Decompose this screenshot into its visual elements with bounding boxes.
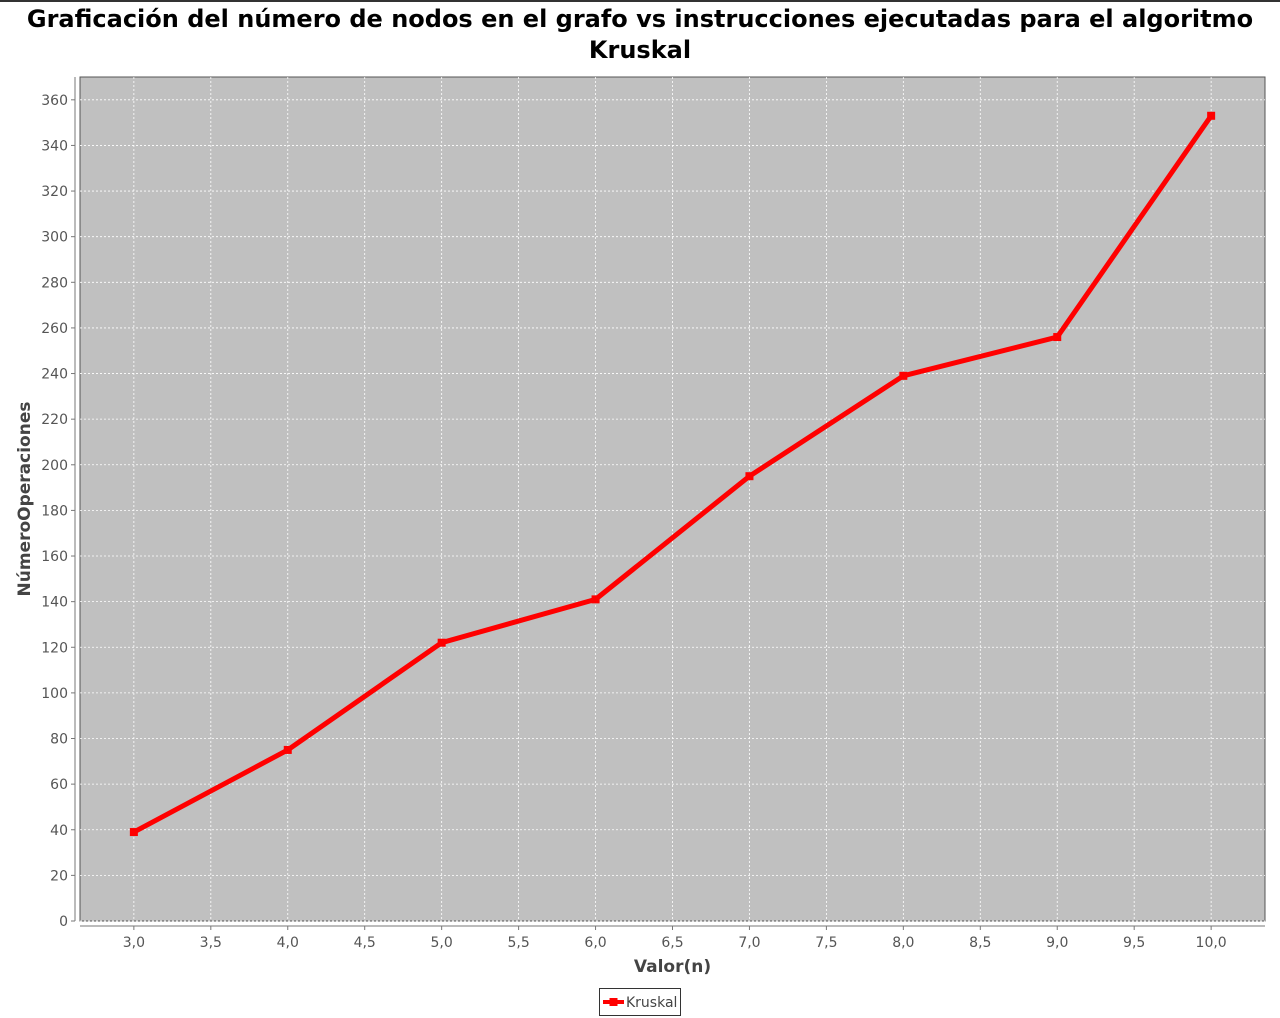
y-tick-label: 140 xyxy=(41,595,68,611)
y-tick-label: 180 xyxy=(41,503,68,519)
series-line-kruskal xyxy=(131,113,1214,835)
y-tick-label: 60 xyxy=(50,777,68,793)
data-point xyxy=(437,638,446,647)
x-tick-label: 6,0 xyxy=(584,935,606,951)
y-tick-label: 240 xyxy=(41,367,68,383)
data-point xyxy=(1207,111,1216,120)
y-tick-label: 220 xyxy=(41,412,68,428)
y-tick-label: 160 xyxy=(41,549,68,565)
y-tick-label: 280 xyxy=(41,275,68,291)
y-tick-label: 100 xyxy=(41,686,68,702)
x-tick-label: 5,0 xyxy=(431,935,453,951)
chart-title-line-2: Kruskal xyxy=(588,36,692,64)
x-tick-label: 9,5 xyxy=(1123,935,1145,951)
top-border-line xyxy=(0,0,1280,2)
legend-marker-swatch xyxy=(609,998,618,1006)
data-point xyxy=(899,371,908,380)
y-tick-label: 20 xyxy=(50,868,68,884)
y-tick-label: 120 xyxy=(41,640,68,656)
x-tick-label: 4,5 xyxy=(354,935,376,951)
y-tick-label: 40 xyxy=(50,823,68,839)
legend-label-kruskal: Kruskal xyxy=(626,995,677,1011)
y-tick-label: 0 xyxy=(59,914,68,930)
x-tick-label: 5,5 xyxy=(507,935,529,951)
series-lines xyxy=(129,111,1216,837)
x-tick-label: 7,5 xyxy=(815,935,837,951)
data-point xyxy=(129,828,138,837)
x-tick-label: 10,0 xyxy=(1196,935,1227,951)
x-tick-label: 9,0 xyxy=(1046,935,1068,951)
x-tick-label: 3,5 xyxy=(200,935,222,951)
tick-labels: 0 20 40 60 80 100 120 140 160 180 200 220 240 260 280 3… xyxy=(41,93,1226,951)
data-point xyxy=(591,595,600,604)
y-tick-label: 200 xyxy=(41,458,68,474)
data-point xyxy=(283,745,292,754)
grid-lines xyxy=(80,77,1265,922)
y-tick-label: 80 xyxy=(50,732,68,748)
chart-title: Graficación del número de nodos en el gr… xyxy=(0,4,1280,66)
x-tick-label: 4,0 xyxy=(277,935,299,951)
y-axis-label: NúmeroOperaciones xyxy=(15,402,35,597)
x-tick-label: 3,0 xyxy=(123,935,145,951)
x-tick-label: 8,5 xyxy=(969,935,991,951)
axes xyxy=(71,77,1265,930)
x-axis-label: Valor(n) xyxy=(634,957,711,977)
x-tick-label: 6,5 xyxy=(661,935,683,951)
y-tick-label: 260 xyxy=(41,321,68,337)
x-tick-label: 7,0 xyxy=(738,935,760,951)
y-tick-label: 300 xyxy=(41,230,68,246)
x-tick-label: 8,0 xyxy=(892,935,914,951)
data-point xyxy=(1053,333,1062,342)
y-tick-label: 320 xyxy=(41,184,68,200)
y-tick-label: 340 xyxy=(41,138,68,154)
legend-box xyxy=(599,988,681,1016)
data-point xyxy=(745,472,754,481)
legend: Kruskal xyxy=(599,988,681,1016)
y-tick-label: 360 xyxy=(41,93,68,109)
chart-title-line-1: Graficación del número de nodos en el gr… xyxy=(26,5,1254,33)
